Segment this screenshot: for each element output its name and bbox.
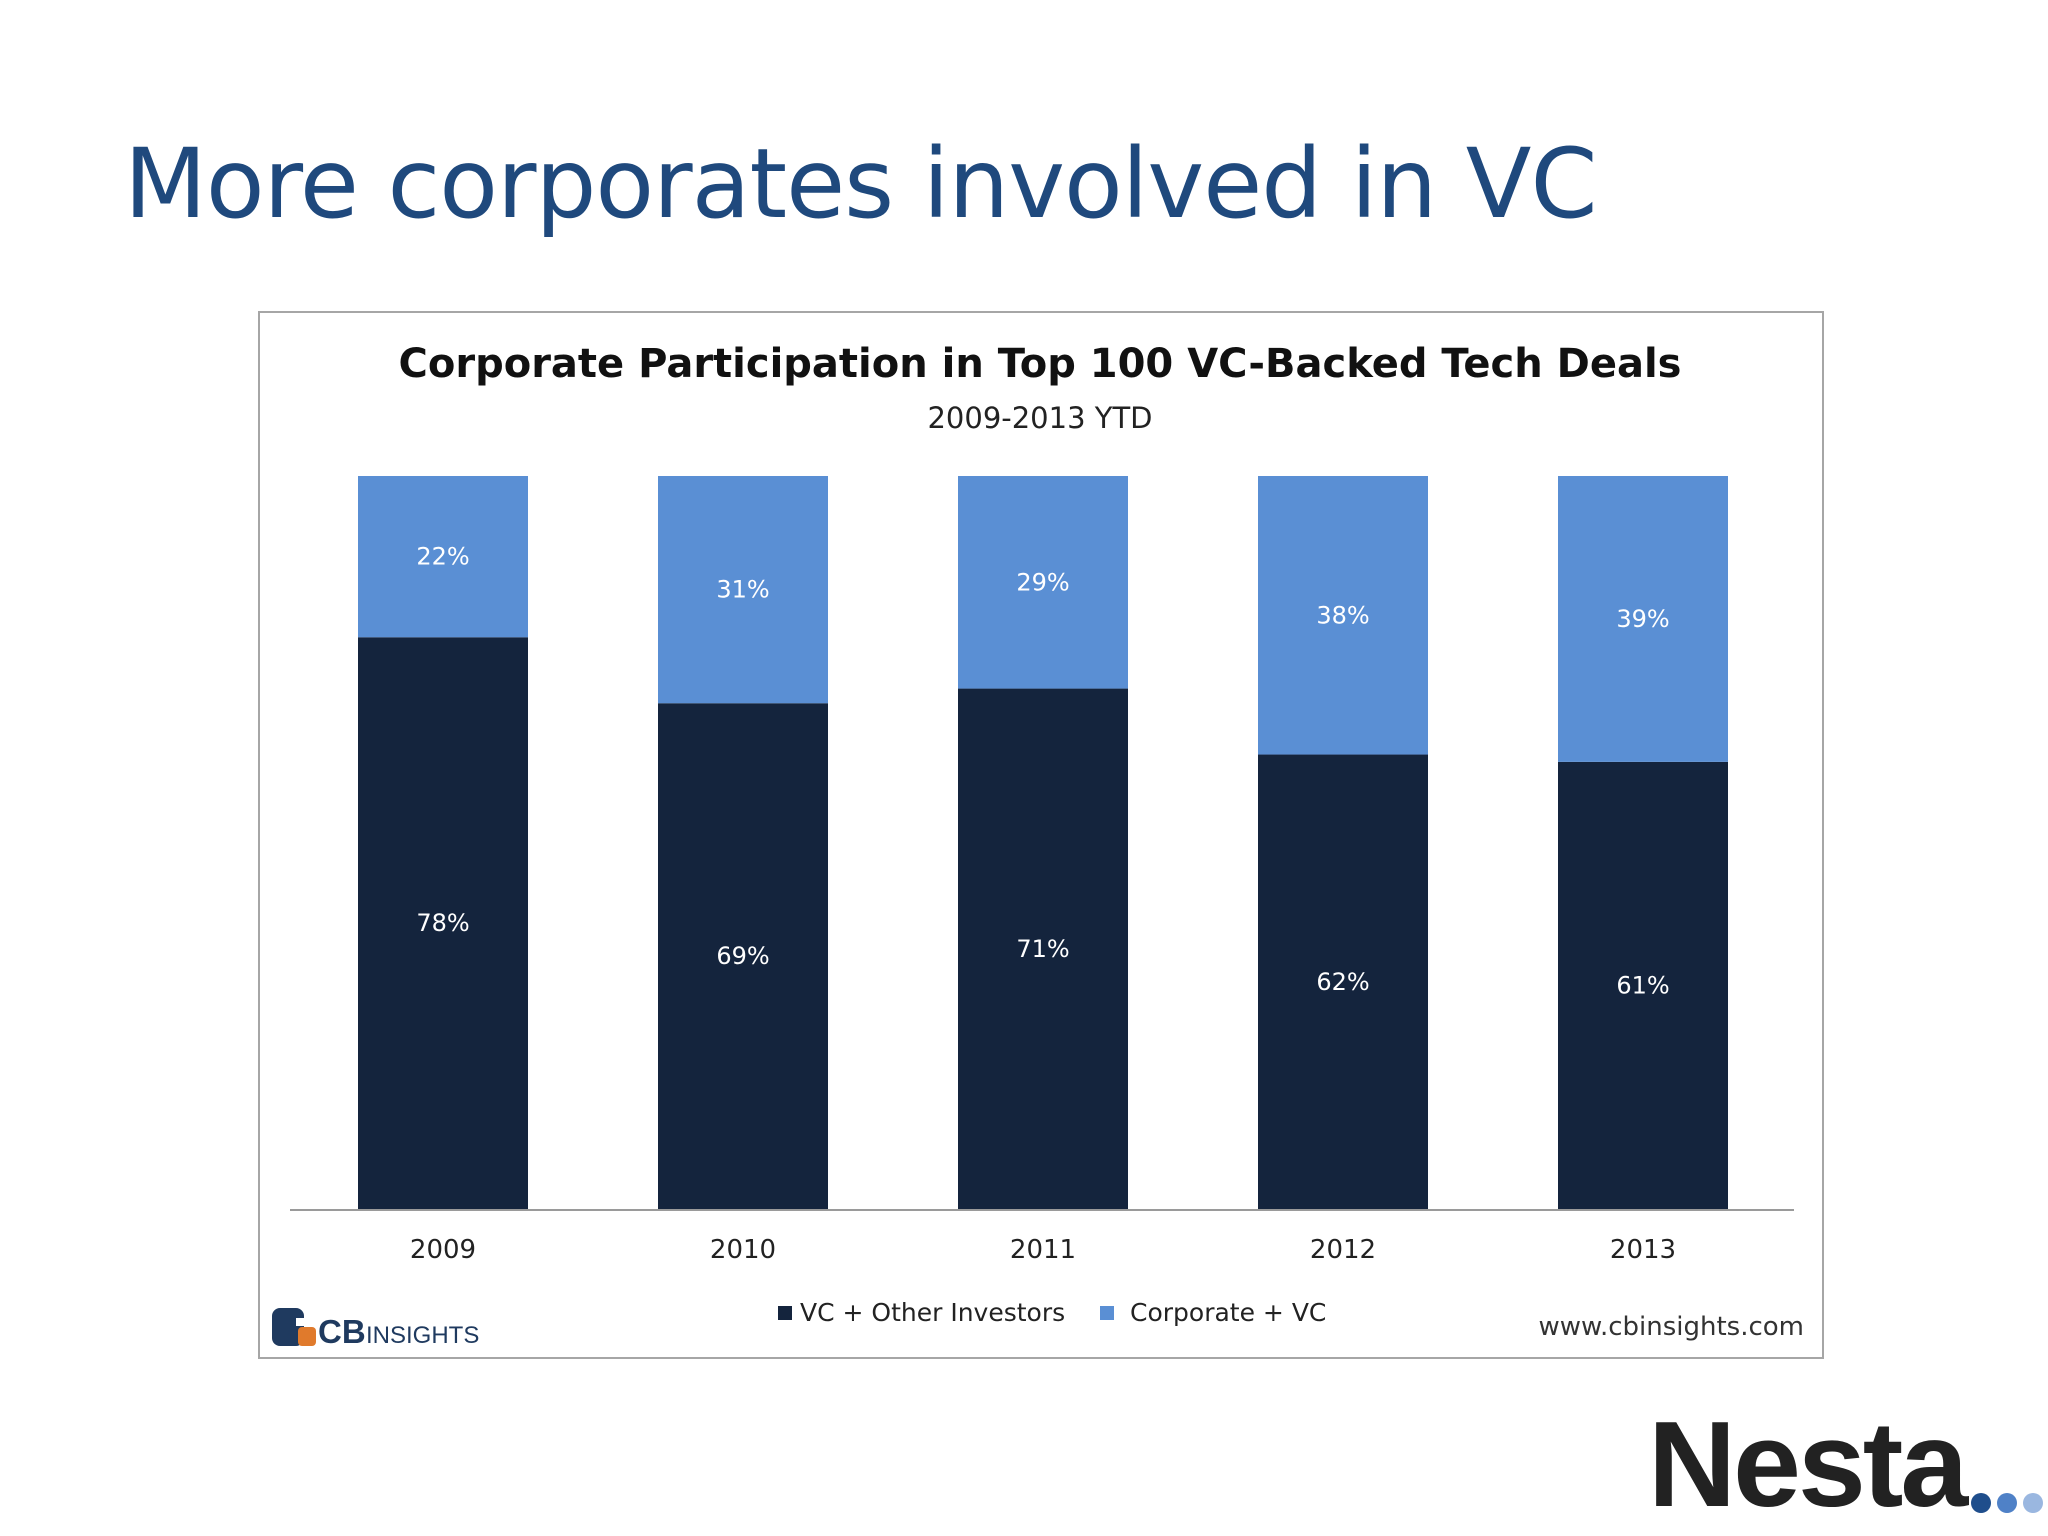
bar-2009-series-1 [358,476,528,638]
cbinsights-logo-mark-accent [298,1327,316,1346]
cbinsights-logo-mark-cutout [296,1318,306,1326]
slide-title: More corporates involved in VC [124,128,1597,240]
legend-label-corporate-vc: Corporate + VC [1130,1298,1326,1327]
bar-2013-series-0 [1558,761,1728,1209]
chart-subtitle: 2009-2013 YTD [927,401,1152,435]
bar-label-2013-series-0: 61% [1616,971,1669,999]
bar-label-2009-series-0: 78% [416,909,469,937]
chart-frame: Corporate Participation in Top 100 VC-Ba… [258,311,1824,1359]
x-tick-labels: 2009 2010 2011 2012 2013 [410,1235,1676,1265]
chart-title: Corporate Participation in Top 100 VC-Ba… [399,341,1682,387]
bar-label-2011-series-1: 29% [1016,568,1069,596]
x-tick-label-2013: 2013 [1610,1235,1676,1265]
x-tick-label-2012: 2012 [1310,1235,1376,1265]
bar-label-2013-series-1: 39% [1616,605,1669,633]
bar-label-2010-series-0: 69% [716,942,769,970]
bars-layer: 78% 22% 69% 31% 71% 29% 62% 38% 61% 39% [358,476,1728,1209]
x-tick-label-2010: 2010 [710,1235,776,1265]
bar-2012-series-1 [1258,476,1428,755]
nesta-dot-1 [1971,1493,1992,1513]
nesta-logo: Nesta [1648,1395,2044,1532]
legend-swatch-vc-other [778,1306,792,1320]
nesta-dot-2 [1997,1493,2018,1513]
bar-2012-series-0 [1258,754,1428,1209]
bar-label-2009-series-1: 22% [416,543,469,571]
cbinsights-logo-mark [272,1308,304,1346]
nesta-dot-3 [2023,1493,2044,1513]
cbinsights-logo-suffix: INSIGHTS [366,1322,479,1349]
bar-2013-series-1 [1558,476,1728,762]
bar-label-2012-series-0: 62% [1316,968,1369,996]
x-tick-label-2011: 2011 [1010,1235,1076,1265]
bar-2011-series-0 [958,688,1128,1209]
bar-label-2010-series-1: 31% [716,576,769,604]
nesta-logo-text: Nesta [1648,1396,1968,1532]
bar-label-2011-series-0: 71% [1016,935,1069,963]
stacked-bar-chart: Corporate Participation in Top 100 VC-Ba… [272,341,1804,1350]
bar-2010-series-0 [658,703,828,1209]
legend-swatch-corporate-vc [1100,1306,1114,1320]
bar-label-2012-series-1: 38% [1316,601,1369,629]
source-url: www.cbinsights.com [1539,1312,1804,1342]
bar-2011-series-1 [958,476,1128,689]
cbinsights-logo: CB INSIGHTS [272,1308,479,1350]
legend-label-vc-other: VC + Other Investors [800,1298,1065,1327]
x-tick-label-2009: 2009 [410,1235,476,1265]
bar-2009-series-0 [358,637,528,1209]
bar-2010-series-1 [658,476,828,704]
cbinsights-logo-prefix: CB [318,1313,366,1350]
